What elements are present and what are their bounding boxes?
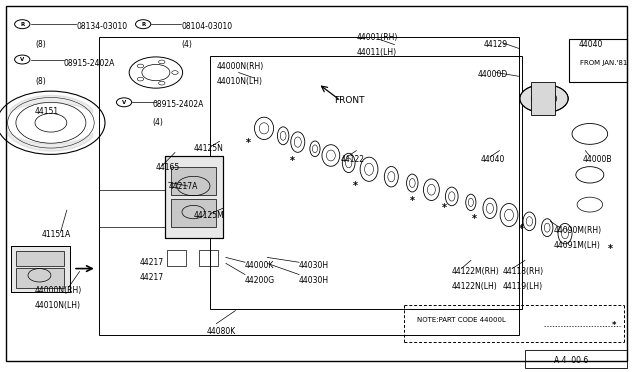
Text: R: R: [141, 22, 145, 27]
Text: 44217A: 44217A: [168, 182, 198, 190]
Text: 44122: 44122: [340, 155, 364, 164]
Text: 44129: 44129: [484, 40, 508, 49]
Text: (4): (4): [181, 40, 192, 49]
Text: 08915-2402A: 08915-2402A: [63, 59, 115, 68]
Text: 44217: 44217: [140, 258, 164, 267]
Text: 44000B: 44000B: [582, 155, 612, 164]
Bar: [199, 250, 218, 266]
Text: (4): (4): [153, 118, 164, 127]
Text: 44200G: 44200G: [245, 276, 275, 285]
Text: 44010N(LH): 44010N(LH): [216, 77, 262, 86]
Text: 44010N(LH): 44010N(LH): [35, 301, 81, 310]
Text: 44118(RH): 44118(RH): [502, 267, 544, 276]
Bar: [170, 199, 216, 227]
Text: 44119(LH): 44119(LH): [502, 282, 543, 291]
Bar: [165, 156, 223, 238]
Text: 44091M(LH): 44091M(LH): [554, 241, 600, 250]
Bar: [570, 39, 627, 82]
Text: 08104-03010: 08104-03010: [181, 22, 232, 31]
Bar: [165, 156, 223, 238]
Text: *: *: [612, 321, 616, 330]
Text: *: *: [290, 156, 295, 166]
Text: 44030H: 44030H: [299, 262, 329, 270]
Text: *: *: [353, 181, 358, 191]
Bar: [170, 167, 216, 195]
Bar: [16, 268, 63, 288]
Text: (8): (8): [35, 40, 45, 49]
Text: A 4  00 6: A 4 00 6: [554, 356, 588, 365]
Text: 08134-03010: 08134-03010: [76, 22, 127, 31]
Circle shape: [520, 84, 568, 113]
Text: R: R: [20, 22, 24, 27]
Text: 44000K: 44000K: [245, 262, 275, 270]
Text: (8): (8): [35, 77, 45, 86]
Bar: [99, 37, 518, 335]
Text: 44000D: 44000D: [477, 70, 508, 79]
Text: *: *: [442, 203, 447, 213]
Text: FROM JAN.'81: FROM JAN.'81: [580, 60, 628, 66]
Text: 44040: 44040: [481, 155, 505, 164]
Text: *: *: [519, 224, 524, 234]
Text: 44030H: 44030H: [299, 276, 329, 285]
Text: 44122M(RH): 44122M(RH): [452, 267, 499, 276]
Text: FRONT: FRONT: [334, 96, 365, 105]
Text: 44080K: 44080K: [207, 327, 236, 336]
Bar: [531, 82, 556, 115]
Text: *: *: [609, 244, 613, 254]
Text: 44125N: 44125N: [194, 144, 224, 153]
Bar: [525, 350, 627, 368]
Text: *: *: [410, 196, 415, 206]
Text: 41151A: 41151A: [42, 230, 70, 239]
Text: NOTE:PART CODE 44000L: NOTE:PART CODE 44000L: [417, 317, 506, 323]
Text: 44000N(RH): 44000N(RH): [35, 286, 83, 295]
Bar: [16, 251, 63, 266]
Text: 44217: 44217: [140, 273, 164, 282]
Text: 44040: 44040: [579, 40, 604, 49]
Bar: [167, 250, 186, 266]
Text: 44151: 44151: [35, 107, 59, 116]
Text: 44011(LH): 44011(LH): [356, 48, 396, 57]
Text: 44000N(RH): 44000N(RH): [216, 62, 264, 71]
Text: 44090M(RH): 44090M(RH): [554, 226, 602, 235]
Text: *: *: [472, 215, 477, 224]
Text: 44001(RH): 44001(RH): [356, 33, 397, 42]
Text: V: V: [20, 57, 24, 62]
Text: 44165: 44165: [156, 163, 180, 172]
Text: V: V: [122, 100, 126, 105]
Bar: [12, 246, 70, 292]
Text: *: *: [246, 138, 251, 148]
Text: 08915-2402A: 08915-2402A: [153, 100, 204, 109]
Bar: [210, 56, 522, 309]
Text: 44122N(LH): 44122N(LH): [452, 282, 497, 291]
Bar: [12, 246, 70, 292]
Text: 44125M: 44125M: [194, 211, 225, 220]
